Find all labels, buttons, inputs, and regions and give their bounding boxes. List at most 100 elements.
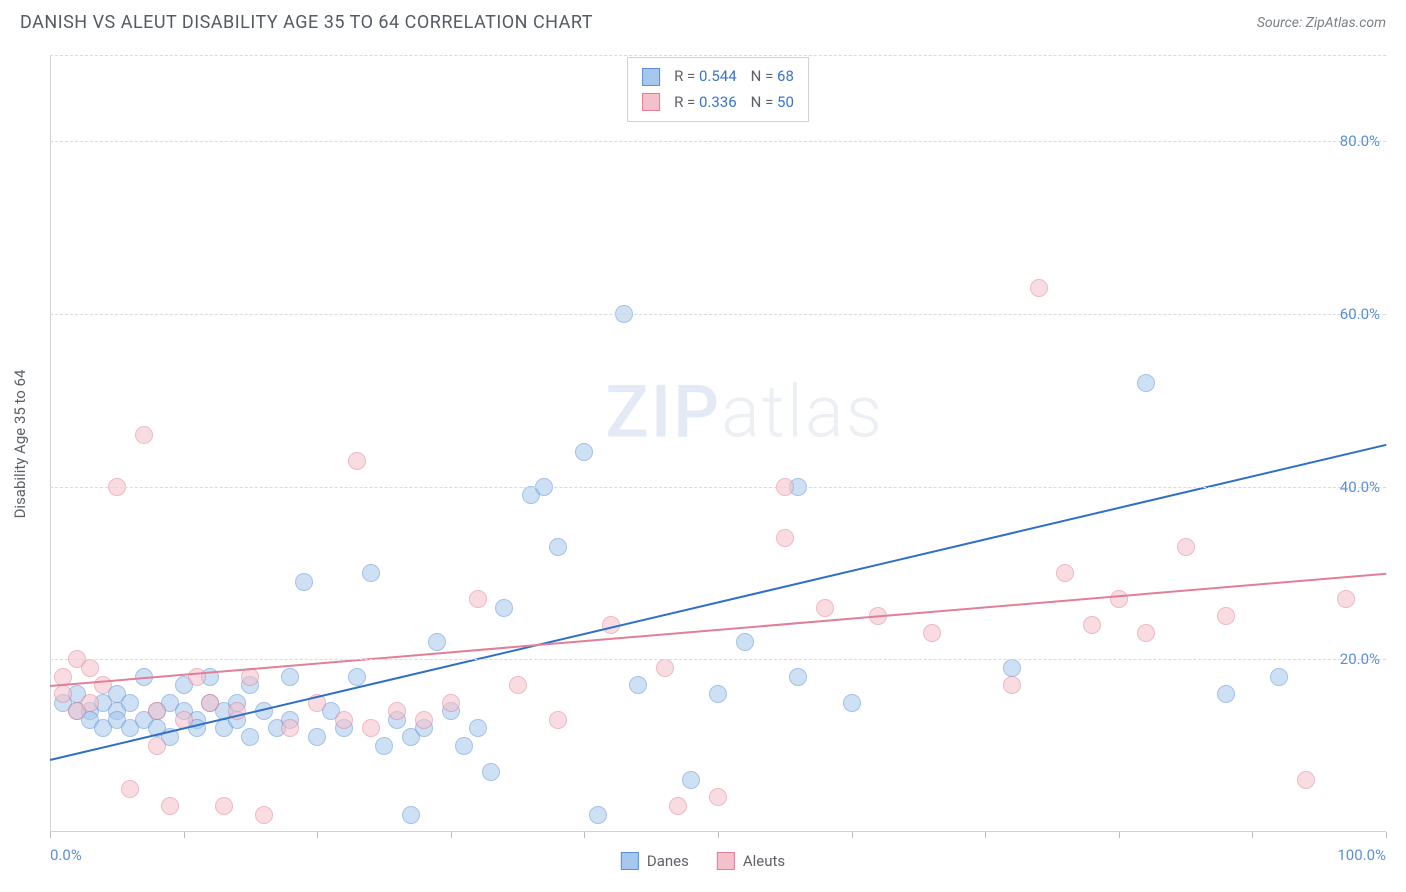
chart-source: Source: ZipAtlas.com — [1257, 15, 1386, 31]
scatter-point — [482, 763, 500, 781]
scatter-point — [682, 771, 700, 789]
scatter-point — [549, 711, 567, 729]
x-tick-mark — [1386, 832, 1387, 838]
scatter-point — [816, 599, 834, 617]
scatter-point — [789, 668, 807, 686]
scatter-point — [375, 737, 393, 755]
scatter-point — [509, 676, 527, 694]
x-tick-mark — [50, 832, 51, 838]
stat-r-label: R = 0.336 — [674, 90, 737, 116]
x-tick-mark — [718, 832, 719, 838]
scatter-point — [1003, 676, 1021, 694]
scatter-point — [362, 719, 380, 737]
stats-row: R = 0.544 N = 68 — [642, 64, 794, 90]
scatter-point — [148, 737, 166, 755]
series-legend: Danes Aleuts — [621, 852, 785, 870]
scatter-point — [589, 806, 607, 824]
scatter-point — [1177, 538, 1195, 556]
gridline — [50, 55, 1386, 56]
scatter-point — [709, 685, 727, 703]
scatter-point — [215, 797, 233, 815]
scatter-point — [629, 676, 647, 694]
x-tick-mark — [985, 832, 986, 838]
scatter-point — [295, 573, 313, 591]
y-tick-label: 80.0% — [1340, 132, 1380, 150]
stats-row: R = 0.336 N = 50 — [642, 90, 794, 116]
x-tick-mark — [184, 832, 185, 838]
legend-swatch — [717, 852, 735, 870]
stat-r-value: 0.544 — [699, 67, 737, 85]
scatter-point — [549, 538, 567, 556]
scatter-point — [709, 788, 727, 806]
scatter-point — [1217, 607, 1235, 625]
x-tick-mark — [1252, 832, 1253, 838]
x-tick-mark — [451, 832, 452, 838]
scatter-point — [495, 599, 513, 617]
scatter-point — [121, 694, 139, 712]
chart-header: DANISH VS ALEUT DISABILITY AGE 35 TO 64 … — [0, 0, 1406, 41]
scatter-point — [1110, 590, 1128, 608]
scatter-point — [669, 797, 687, 815]
scatter-point — [1030, 279, 1048, 297]
stat-r-label: R = 0.544 — [674, 64, 737, 90]
scatter-point — [255, 806, 273, 824]
scatter-point — [1056, 564, 1074, 582]
scatter-point — [362, 564, 380, 582]
chart-plot-area: Disability Age 35 to 64 ZIPatlas R = 0.5… — [50, 55, 1386, 832]
gridline — [50, 314, 1386, 315]
y-tick-label: 40.0% — [1340, 478, 1380, 496]
legend-label: Aleuts — [743, 852, 785, 870]
stat-n-label: N = 50 — [751, 90, 794, 116]
stat-r-value: 0.336 — [699, 93, 737, 111]
chart-title: DANISH VS ALEUT DISABILITY AGE 35 TO 64 … — [20, 12, 593, 33]
scatter-point — [348, 452, 366, 470]
scatter-point — [736, 633, 754, 651]
scatter-point — [201, 694, 219, 712]
legend-label: Danes — [647, 852, 689, 870]
legend-item: Aleuts — [717, 852, 785, 870]
scatter-point — [281, 719, 299, 737]
gridline — [50, 487, 1386, 488]
scatter-point — [161, 797, 179, 815]
x-tick-mark — [317, 832, 318, 838]
scatter-point — [1297, 771, 1315, 789]
scatter-point — [415, 711, 433, 729]
scatter-point — [81, 659, 99, 677]
scatter-point — [402, 806, 420, 824]
scatter-point — [1217, 685, 1235, 703]
scatter-point — [1270, 668, 1288, 686]
scatter-point — [575, 443, 593, 461]
scatter-point — [281, 668, 299, 686]
scatter-point — [656, 659, 674, 677]
stat-n-label: N = 68 — [751, 64, 794, 90]
trend-line — [50, 573, 1386, 687]
scatter-point — [308, 728, 326, 746]
x-tick-mark — [584, 832, 585, 838]
y-axis-label: Disability Age 35 to 64 — [11, 369, 29, 518]
scatter-point — [469, 590, 487, 608]
scatter-point — [469, 719, 487, 737]
y-tick-label: 20.0% — [1340, 650, 1380, 668]
scatter-point — [428, 633, 446, 651]
legend-item: Danes — [621, 852, 689, 870]
scatter-point — [335, 711, 353, 729]
scatter-point — [1083, 616, 1101, 634]
scatter-point — [241, 728, 259, 746]
scatter-point — [121, 780, 139, 798]
scatter-point — [1337, 590, 1355, 608]
scatter-point — [135, 426, 153, 444]
stats-legend-box: R = 0.544 N = 68 R = 0.336 N = 50 — [627, 57, 809, 122]
stat-n-value: 50 — [777, 93, 794, 111]
x-tick-label: 0.0% — [50, 846, 82, 864]
scatter-point — [188, 668, 206, 686]
scatter-point — [923, 624, 941, 642]
series-swatch — [642, 93, 660, 111]
scatter-point — [843, 694, 861, 712]
gridline — [50, 659, 1386, 660]
x-tick-mark — [852, 832, 853, 838]
y-tick-label: 60.0% — [1340, 305, 1380, 323]
scatter-point — [776, 529, 794, 547]
series-swatch — [642, 68, 660, 86]
scatter-point — [1003, 659, 1021, 677]
scatter-point — [54, 685, 72, 703]
